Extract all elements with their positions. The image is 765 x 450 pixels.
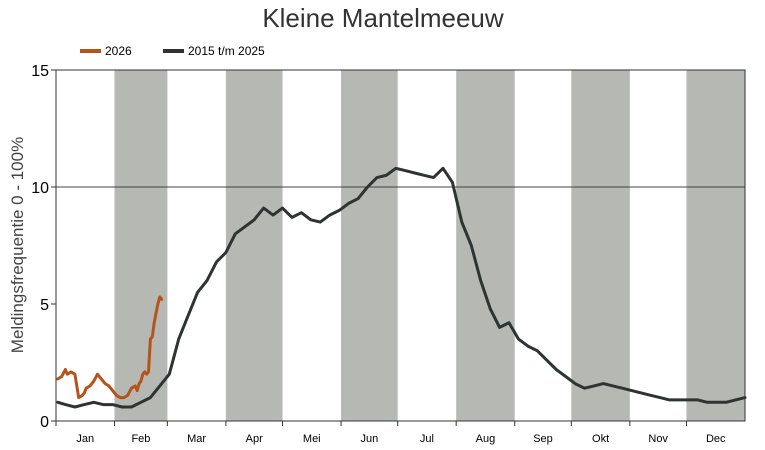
legend-label-2015-2025: 2015 t/m 2025 (188, 44, 265, 58)
y-axis-label: Meldingsfrequentie 0 - 100% (8, 137, 27, 353)
y-tick-label: 5 (40, 297, 49, 314)
x-axis-ticks: Jan Feb Mar Apr Mei Jun Jul Aug Sep Okt Nov Dec (55, 421, 726, 445)
x-tick-label: Dec (706, 433, 726, 445)
x-tick-label: Feb (131, 433, 150, 445)
month-bands (114, 70, 745, 421)
x-tick-label: Jan (76, 433, 94, 445)
y-tick-label: 10 (31, 180, 49, 197)
plot-frame (55, 69, 746, 422)
x-tick-label: Sep (533, 433, 553, 445)
band-jun (341, 70, 398, 421)
series-line-2026 (56, 295, 164, 400)
band-aug (456, 70, 515, 421)
x-tick-label: Apr (246, 433, 263, 445)
x-tick-label: Mei (303, 433, 321, 445)
band-apr (225, 70, 283, 421)
x-tick-label: Nov (648, 433, 668, 445)
band-feb (114, 70, 168, 421)
band-okt (571, 70, 630, 421)
legend-label-2026: 2026 (105, 44, 132, 58)
x-tick-label: Okt (592, 433, 609, 445)
series-line-2015-2025 (56, 166, 747, 409)
band-dec (686, 70, 745, 421)
x-tick-label: Aug (476, 433, 496, 445)
chart-title: Kleine Mantelmeeuw (262, 3, 504, 33)
x-tick-label: Jun (360, 433, 378, 445)
y-tick-label: 0 (40, 414, 49, 431)
y-tick-label: 15 (31, 63, 49, 80)
x-tick-label: Jul (420, 433, 434, 445)
y-axis-ticks: 0 5 10 15 (31, 63, 56, 431)
series-lines (56, 166, 747, 409)
x-tick-label: Mar (187, 433, 206, 445)
legend: 2026 2015 t/m 2025 (80, 44, 265, 58)
